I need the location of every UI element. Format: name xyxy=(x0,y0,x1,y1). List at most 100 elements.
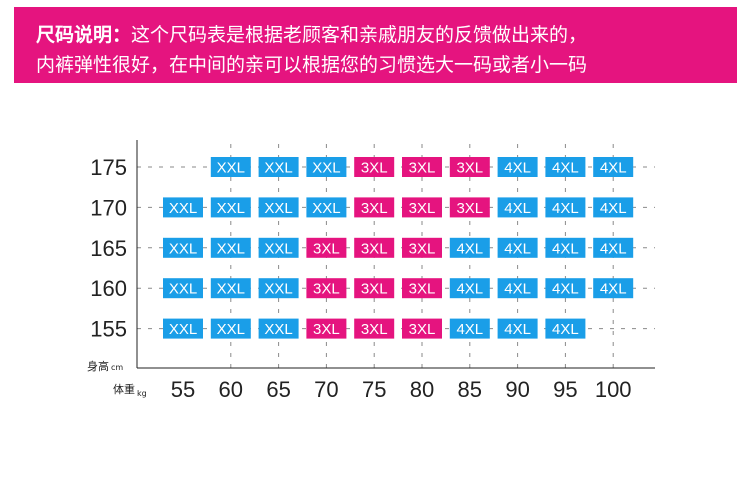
size-cell-label: 4XL xyxy=(600,240,627,257)
size-cell xyxy=(163,278,203,299)
size-cell xyxy=(306,237,347,258)
size-cell-label: 3XL xyxy=(313,321,340,338)
size-cell-label: 4XL xyxy=(504,200,531,217)
size-cell xyxy=(210,197,251,218)
size-cell-label: 4XL xyxy=(552,240,579,257)
size-cell-label: 4XL xyxy=(504,321,531,338)
size-cell-label: 4XL xyxy=(456,240,483,257)
size-cell xyxy=(258,237,299,258)
size-cell xyxy=(163,197,203,218)
size-cell-label: 4XL xyxy=(600,160,627,177)
size-cell-label: 3XL xyxy=(313,281,340,298)
size-cell xyxy=(258,197,299,218)
x-tick-label: 70 xyxy=(314,377,338,402)
size-cell-label: 4XL xyxy=(504,240,531,257)
size-cell-label: XXL xyxy=(217,281,245,298)
x-tick-label: 55 xyxy=(171,377,195,402)
size-cell xyxy=(210,157,251,177)
x-tick-label: 85 xyxy=(458,377,482,402)
size-cell xyxy=(449,197,490,218)
banner-text-2: 内裤弹性很好，在中间的亲可以根据您的习惯选大一码或者小一码 xyxy=(36,54,588,76)
banner-text-1: 这个尺码表是根据老顾客和亲戚朋友的反馈做出来的， xyxy=(131,24,588,46)
size-cell xyxy=(210,318,251,339)
size-cell-label: 3XL xyxy=(409,321,436,338)
size-cell-label: 4XL xyxy=(456,321,483,338)
y-tick-label: 155 xyxy=(90,317,127,342)
size-cell-label: 4XL xyxy=(600,200,627,217)
size-cell-label: XXL xyxy=(312,200,340,217)
size-cell-label: 4XL xyxy=(552,200,579,217)
size-cell xyxy=(163,318,203,339)
size-cell xyxy=(497,157,538,177)
x-tick-label: 60 xyxy=(219,377,243,402)
size-cell xyxy=(545,237,586,258)
size-cell-label: 4XL xyxy=(504,281,531,298)
size-cell xyxy=(497,318,538,339)
size-cell xyxy=(449,278,490,299)
size-cell-label: XXL xyxy=(264,281,292,298)
size-cell xyxy=(449,318,490,339)
x-tick-label: 80 xyxy=(410,377,434,402)
y-tick-label: 170 xyxy=(90,195,127,220)
size-cell xyxy=(402,237,442,258)
size-cell-label: 4XL xyxy=(552,281,579,298)
y-tick-label: 175 xyxy=(90,155,127,180)
size-cell xyxy=(258,157,299,177)
size-cell xyxy=(306,197,347,218)
size-cell-label: 3XL xyxy=(409,240,436,257)
header-banner: 尺码说明：这个尺码表是根据老顾客和亲戚朋友的反馈做出来的， 内裤弹性很好，在中间… xyxy=(14,7,737,83)
size-cell-label: 3XL xyxy=(456,160,483,177)
size-cell xyxy=(354,237,395,258)
size-cell xyxy=(402,197,442,218)
size-cell-label: 3XL xyxy=(361,240,388,257)
size-cell xyxy=(402,278,442,299)
size-cell-label: XXL xyxy=(217,200,245,217)
size-cell-label: 3XL xyxy=(409,160,436,177)
size-cell xyxy=(210,237,251,258)
banner-title: 尺码说明： xyxy=(36,24,132,46)
size-cell xyxy=(402,157,442,177)
x-tick-label: 75 xyxy=(362,377,386,402)
size-cell xyxy=(354,197,395,218)
size-cell xyxy=(306,157,347,177)
size-cell xyxy=(497,197,538,218)
size-cell-label: XXL xyxy=(169,200,197,217)
size-cell-label: 3XL xyxy=(361,321,388,338)
size-cell-label: 3XL xyxy=(456,200,483,217)
size-cell xyxy=(497,237,538,258)
size-cell xyxy=(163,237,203,258)
size-cell-label: 4XL xyxy=(456,281,483,298)
banner-line-1: 尺码说明：这个尺码表是根据老顾客和亲戚朋友的反馈做出来的， xyxy=(36,23,587,47)
size-cell xyxy=(449,237,490,258)
y-tick-label: 165 xyxy=(90,236,127,261)
size-cell xyxy=(354,157,395,177)
y-tick-label: 160 xyxy=(90,276,127,301)
size-cell-label: 4XL xyxy=(552,321,579,338)
size-cell-label: 3XL xyxy=(313,240,340,257)
size-cell-label: 3XL xyxy=(361,160,388,177)
size-cell xyxy=(354,318,395,339)
x-tick-label: 95 xyxy=(553,377,577,402)
size-cell-label: 3XL xyxy=(361,281,388,298)
x-tick-label: 65 xyxy=(266,377,290,402)
size-cell xyxy=(258,318,299,339)
size-cell xyxy=(354,278,395,299)
size-cell-label: XXL xyxy=(217,160,245,177)
size-cell xyxy=(593,237,634,258)
size-cell xyxy=(449,157,490,177)
size-cell xyxy=(306,278,347,299)
size-cell xyxy=(593,157,634,177)
size-cell xyxy=(593,278,634,299)
x-tick-label: 100 xyxy=(595,377,632,402)
size-cell-label: XXL xyxy=(217,321,245,338)
size-cell xyxy=(258,278,299,299)
size-cell-label: XXL xyxy=(312,160,340,177)
size-cell-label: XXL xyxy=(264,160,292,177)
size-cell-label: 4XL xyxy=(552,160,579,177)
size-cell xyxy=(545,197,586,218)
y-axis-title: 身高 cm xyxy=(87,359,123,373)
size-cell xyxy=(210,278,251,299)
size-cell-label: XXL xyxy=(264,240,292,257)
x-axis-title: 体重 kg xyxy=(113,382,147,398)
